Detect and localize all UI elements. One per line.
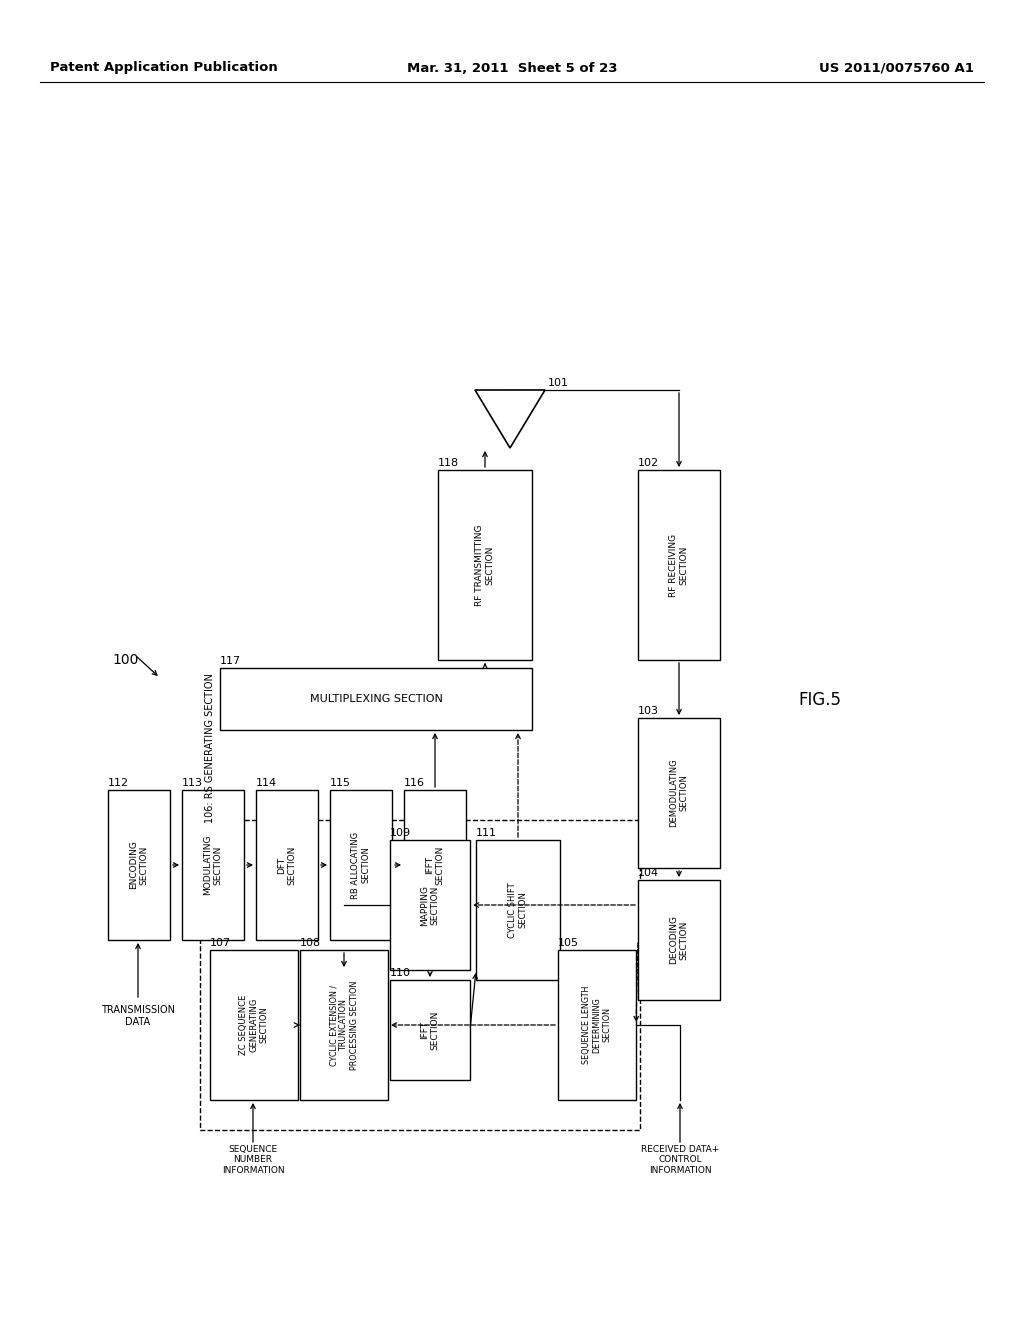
Text: SEQUENCE
NUMBER
INFORMATION: SEQUENCE NUMBER INFORMATION (221, 1144, 285, 1175)
Text: ENCODING
SECTION: ENCODING SECTION (129, 841, 148, 890)
Text: 117: 117 (220, 656, 241, 667)
Bar (200, 820, 640, 1130)
Text: 108: 108 (300, 939, 322, 948)
Text: IFFT
SECTION: IFFT SECTION (425, 845, 444, 884)
Text: 100: 100 (112, 653, 138, 667)
Text: CYCLIC EXTENSION /
TRUNCATION
PROCESSING SECTION: CYCLIC EXTENSION / TRUNCATION PROCESSING… (329, 981, 358, 1069)
Text: 106: RS GENERATING SECTION: 106: RS GENERATING SECTION (205, 673, 215, 822)
Text: DFT
SECTION: DFT SECTION (278, 845, 297, 884)
Text: 114: 114 (256, 777, 278, 788)
Bar (558, 950, 636, 1100)
Bar (390, 840, 470, 970)
Bar (390, 979, 470, 1080)
Bar (108, 789, 170, 940)
Bar (404, 789, 466, 940)
Bar (638, 880, 720, 1001)
Text: RF RECEIVING
SECTION: RF RECEIVING SECTION (670, 533, 689, 597)
Text: 105: 105 (558, 939, 579, 948)
Text: 109: 109 (390, 828, 411, 838)
Text: ZC SEQUENCE
GENERATING
SECTION: ZC SEQUENCE GENERATING SECTION (239, 995, 269, 1055)
Text: MAPPING
SECTION: MAPPING SECTION (420, 884, 439, 925)
Bar (476, 840, 560, 979)
Text: TRANSMISSION
DATA: TRANSMISSION DATA (101, 1005, 175, 1027)
Text: 111: 111 (476, 828, 497, 838)
Text: FIG.5: FIG.5 (799, 690, 842, 709)
Bar (638, 470, 720, 660)
Bar (300, 950, 388, 1100)
Text: Mar. 31, 2011  Sheet 5 of 23: Mar. 31, 2011 Sheet 5 of 23 (407, 62, 617, 74)
Text: 103: 103 (638, 706, 659, 715)
Text: 116: 116 (404, 777, 425, 788)
Text: 101: 101 (548, 378, 569, 388)
Text: SEQUENCE LENGTH
DETERMINING
SECTION: SEQUENCE LENGTH DETERMINING SECTION (582, 986, 612, 1064)
Bar (256, 789, 318, 940)
Text: 112: 112 (108, 777, 129, 788)
Text: 118: 118 (438, 458, 459, 469)
Bar (330, 789, 392, 940)
Bar (182, 789, 244, 940)
Text: RECEIVED DATA+
CONTROL
INFORMATION: RECEIVED DATA+ CONTROL INFORMATION (641, 1144, 719, 1175)
Text: Patent Application Publication: Patent Application Publication (50, 62, 278, 74)
Text: MULTIPLEXING SECTION: MULTIPLEXING SECTION (309, 694, 442, 704)
Text: RF TRANSMITTING
SECTION: RF TRANSMITTING SECTION (475, 524, 495, 606)
Polygon shape (475, 389, 545, 447)
Text: 113: 113 (182, 777, 203, 788)
Text: 104: 104 (638, 869, 659, 878)
Text: 110: 110 (390, 968, 411, 978)
Text: DEMODULATING
SECTION: DEMODULATING SECTION (670, 759, 689, 828)
Text: MODULATING
SECTION: MODULATING SECTION (204, 834, 222, 895)
Text: RB ALLOCATING
SECTION: RB ALLOCATING SECTION (351, 832, 371, 899)
Text: US 2011/0075760 A1: US 2011/0075760 A1 (819, 62, 974, 74)
Text: IFFT
SECTION: IFFT SECTION (420, 1010, 439, 1049)
Text: 107: 107 (210, 939, 231, 948)
Text: DECODING
SECTION: DECODING SECTION (670, 916, 689, 965)
Bar (220, 668, 532, 730)
Text: 102: 102 (638, 458, 659, 469)
Bar (438, 470, 532, 660)
Bar (638, 718, 720, 869)
Bar (210, 950, 298, 1100)
Text: 115: 115 (330, 777, 351, 788)
Text: CYCLIC SHIFT
SECTION: CYCLIC SHIFT SECTION (508, 882, 527, 937)
